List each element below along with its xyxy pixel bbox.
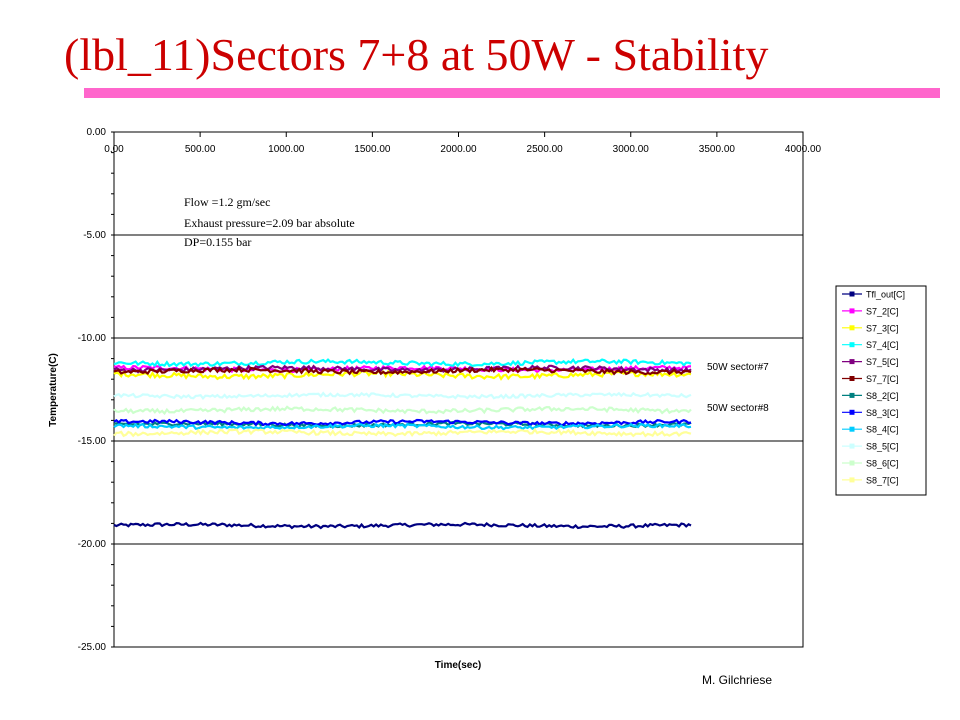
y-tick-label: -5.00 (83, 230, 106, 241)
title-underline-bar (84, 88, 940, 98)
series-line-3 (113, 358, 692, 368)
legend-marker-4 (849, 359, 855, 365)
series-line-0 (113, 521, 692, 530)
y-tick-label: -10.00 (78, 333, 107, 344)
annotation-sector-8: 50W sector#8 (707, 403, 769, 414)
legend-label-9: S8_5[C] (866, 442, 899, 452)
legend-label-11: S8_7[C] (866, 475, 899, 485)
legend-label-8: S8_4[C] (866, 425, 899, 435)
series-line-9 (113, 391, 692, 401)
legend-label-2: S7_3[C] (866, 323, 899, 333)
author-credit: M. Gilchriese (702, 673, 773, 687)
legend-label-7: S8_3[C] (866, 408, 899, 418)
y-tick-label: -15.00 (78, 436, 107, 447)
plot-area (113, 131, 804, 648)
legend-marker-9 (849, 443, 855, 449)
note-flow: Flow =1.2 gm/sec (184, 195, 270, 209)
legend-marker-2 (849, 325, 855, 331)
legend-label-10: S8_6[C] (866, 459, 899, 469)
y-tick-label: -25.00 (78, 642, 107, 653)
legend-marker-3 (849, 342, 855, 348)
series-line-10 (113, 405, 692, 416)
x-tick-label: 1000.00 (268, 144, 305, 155)
legend-label-1: S7_2[C] (866, 306, 899, 316)
series-line-11 (113, 427, 692, 438)
series-line-2 (113, 369, 692, 381)
legend-marker-6 (849, 392, 855, 398)
note-exhaust-pressure: Exhaust pressure=2.09 bar absolute (184, 216, 355, 230)
series-line-5 (113, 365, 692, 376)
y-tick-label: 0.00 (87, 127, 107, 138)
x-tick-label: 2000.00 (440, 144, 477, 155)
legend-marker-5 (849, 376, 855, 381)
axis-ticks: 0.00 -5.00 -10.00 -15.00 -20.00 -25.00 0.00 500… (78, 127, 822, 653)
y-axis-title: Temperature(C) (48, 353, 59, 427)
legend-label-6: S8_2[C] (866, 391, 899, 401)
x-tick-label: 500.00 (185, 144, 216, 155)
series-lines (113, 358, 692, 530)
x-tick-label: 0.00 (104, 144, 124, 155)
x-tick-label: 4000.00 (785, 144, 822, 155)
legend-label-5: S7_7[C] (866, 374, 899, 384)
legend-label-4: S7_5[C] (866, 357, 899, 367)
legend-marker-1 (849, 308, 855, 314)
legend: Tfl_out[C] S7_2[C] S7_3[C] S7_4[C] S7_5[C] S7… (835, 285, 927, 496)
x-tick-label: 3500.00 (699, 144, 736, 155)
x-tick-label: 3000.00 (613, 144, 650, 155)
slide-title: (lbl_11)Sectors 7+8 at 50W - Stability (64, 29, 769, 80)
note-dp: DP=0.155 bar (184, 235, 251, 249)
series-line-8 (113, 422, 692, 431)
legend-marker-7 (849, 409, 855, 415)
x-axis-title: Time(sec) (435, 660, 482, 671)
annotation-sector-7: 50W sector#7 (707, 362, 769, 373)
gridlines (114, 234, 803, 545)
series-line-7 (113, 418, 692, 427)
legend-box (835, 285, 927, 496)
legend-label-0: Tfl_out[C] (866, 290, 905, 300)
legend-marker-8 (849, 426, 855, 432)
y-tick-label: -20.00 (78, 539, 107, 550)
legend-marker-11 (849, 477, 855, 483)
x-tick-label: 2500.00 (527, 144, 564, 155)
legend-label-3: S7_4[C] (866, 340, 899, 350)
x-tick-label: 1500.00 (354, 144, 391, 155)
legend-marker-0 (849, 291, 855, 297)
legend-marker-10 (849, 460, 855, 466)
